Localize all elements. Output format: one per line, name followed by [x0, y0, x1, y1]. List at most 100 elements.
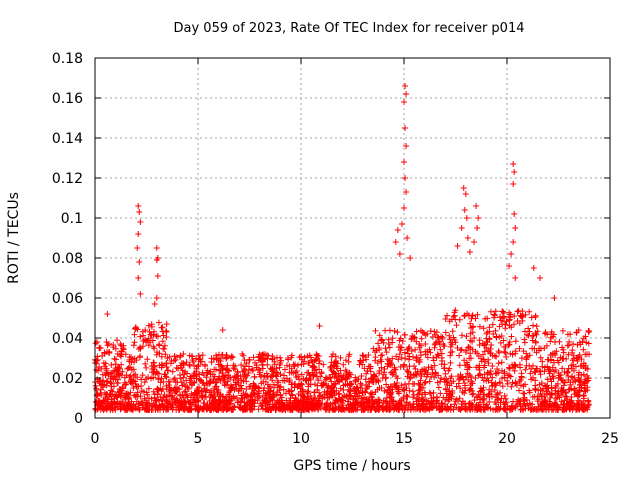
x-tick-label: 20 [498, 431, 516, 447]
data-point [250, 354, 257, 361]
data-point [309, 401, 316, 408]
data-point [575, 388, 582, 395]
data-point [452, 398, 459, 405]
data-point [173, 364, 180, 371]
data-point [251, 373, 258, 380]
data-point [187, 406, 194, 413]
data-point [242, 371, 249, 378]
data-point-peak [137, 219, 144, 225]
data-point [457, 385, 464, 392]
data-point [168, 393, 175, 400]
data-point [227, 397, 234, 404]
data-point [434, 351, 441, 358]
data-point [256, 385, 263, 392]
data-point [467, 382, 474, 389]
data-point [110, 341, 117, 348]
data-point [192, 399, 199, 406]
data-point [383, 381, 390, 388]
data-point [393, 383, 400, 390]
data-point [284, 362, 291, 369]
data-point [505, 372, 512, 379]
data-point [344, 398, 351, 405]
data-point [222, 372, 229, 379]
data-point [582, 376, 589, 383]
data-point [499, 383, 506, 390]
data-point [483, 344, 490, 351]
data-point [175, 399, 182, 406]
data-point [547, 338, 554, 345]
data-point-peak [403, 189, 410, 195]
data-point [181, 388, 188, 395]
data-point [389, 371, 396, 378]
data-point [459, 332, 466, 339]
plot-frame [94, 57, 611, 419]
data-point [447, 359, 454, 366]
data-point [416, 340, 423, 347]
x-tick-label: 15 [395, 431, 413, 447]
data-point-peak [508, 251, 515, 257]
data-point [154, 333, 161, 340]
data-point [177, 375, 184, 382]
data-point [437, 346, 444, 353]
data-point [137, 333, 144, 340]
data-point [298, 381, 305, 388]
data-point-peak [510, 181, 517, 187]
data-point [129, 356, 136, 363]
data-point [493, 370, 500, 377]
data-point [256, 354, 263, 361]
data-point [131, 392, 138, 399]
data-point [360, 352, 367, 359]
data-point [273, 354, 280, 361]
data-point [104, 378, 111, 385]
data-point [485, 391, 492, 398]
data-point [533, 331, 540, 338]
data-point [397, 347, 404, 354]
data-point [150, 359, 157, 366]
data-point [353, 387, 360, 394]
data-point [238, 382, 245, 389]
data-point [347, 401, 354, 408]
data-point [150, 374, 157, 381]
data-point-peak [474, 225, 481, 231]
data-point [271, 401, 278, 408]
data-point [112, 345, 119, 352]
data-point [458, 346, 465, 353]
data-point [204, 367, 211, 374]
data-point [152, 370, 159, 377]
data-point [475, 364, 482, 371]
data-point [216, 399, 223, 406]
data-point [211, 366, 218, 373]
data-point [141, 379, 148, 386]
data-point [142, 360, 149, 367]
data-point-peak [404, 235, 411, 241]
data-point [163, 328, 170, 335]
data-point [568, 362, 575, 369]
data-point [550, 331, 557, 338]
data-point [291, 363, 298, 370]
data-point [304, 390, 311, 397]
data-point [233, 381, 240, 388]
data-point [523, 396, 530, 403]
data-point-peak [135, 203, 142, 209]
data-point-peak [396, 251, 403, 257]
data-point [433, 394, 440, 401]
data-point [232, 366, 239, 373]
data-point [541, 399, 548, 406]
data-point [454, 345, 461, 352]
data-point [527, 406, 534, 413]
data-point [138, 388, 145, 395]
data-point [329, 405, 336, 412]
data-point [548, 385, 555, 392]
data-point [493, 353, 500, 360]
data-point [375, 377, 382, 384]
data-point [292, 402, 299, 409]
data-point [394, 388, 401, 395]
data-point-peak [512, 225, 519, 231]
data-point [484, 329, 491, 336]
data-point [548, 378, 555, 385]
data-point [163, 334, 170, 341]
data-point [575, 371, 582, 378]
data-point-peak [464, 235, 471, 241]
data-point [381, 369, 388, 376]
data-point [574, 389, 581, 396]
